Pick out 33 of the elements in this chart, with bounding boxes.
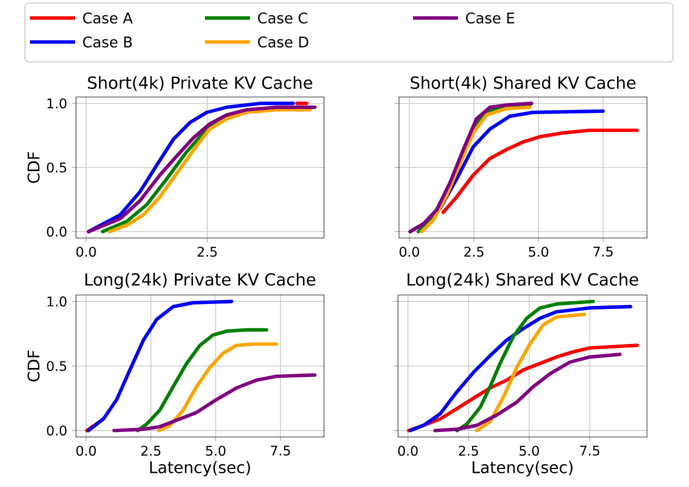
y-axis-title: CDF xyxy=(27,350,40,382)
x-tick-label: 7.5 xyxy=(580,446,600,456)
x-tick-label: 0.0 xyxy=(400,246,420,257)
legend-label: Case C xyxy=(258,12,308,24)
x-tick-label: 0.0 xyxy=(76,246,96,257)
chart-title: Long(24k) Private KV Cache xyxy=(85,272,316,289)
x-tick-label: 5.0 xyxy=(206,446,226,456)
y-axis-title: CDF xyxy=(27,152,40,183)
y-tick-label: 0.0 xyxy=(46,425,66,436)
y-tick-label: 1.0 xyxy=(48,98,66,108)
x-axis-title: Latency(sec) xyxy=(150,460,250,476)
y-tick-label: 0.5 xyxy=(46,360,66,372)
x-tick-label: 2.5 xyxy=(458,446,478,456)
y-tick-label: 0.5 xyxy=(46,162,66,173)
y-tick-label: 0.0 xyxy=(46,226,66,237)
x-tick-label: 7.5 xyxy=(270,446,290,456)
x-tick-label: 2.5 xyxy=(198,246,217,257)
x-tick-label: 0.0 xyxy=(398,446,418,456)
chart-title: Short(4k) Shared KV Cache xyxy=(410,76,636,91)
chart-title: Long(24k) Shared KV Cache xyxy=(408,272,638,289)
x-tick-label: 7.5 xyxy=(594,246,613,257)
x-tick-label: 0.0 xyxy=(76,446,96,456)
x-tick-label: 5.0 xyxy=(528,246,548,257)
x-tick-label: 2.5 xyxy=(464,246,484,257)
x-axis-title: Latency(sec) xyxy=(472,460,572,476)
x-tick-label: 2.5 xyxy=(141,446,160,456)
chart-title: Short(4k) Private KV Cache xyxy=(88,76,312,91)
legend-label: Case B xyxy=(83,36,132,48)
legend-label: Case D xyxy=(258,36,308,48)
x-tick-label: 5.0 xyxy=(520,446,539,456)
legend-label: Case E xyxy=(466,12,514,24)
legend-label: Case A xyxy=(83,12,133,24)
y-tick-label: 1.0 xyxy=(48,296,66,306)
